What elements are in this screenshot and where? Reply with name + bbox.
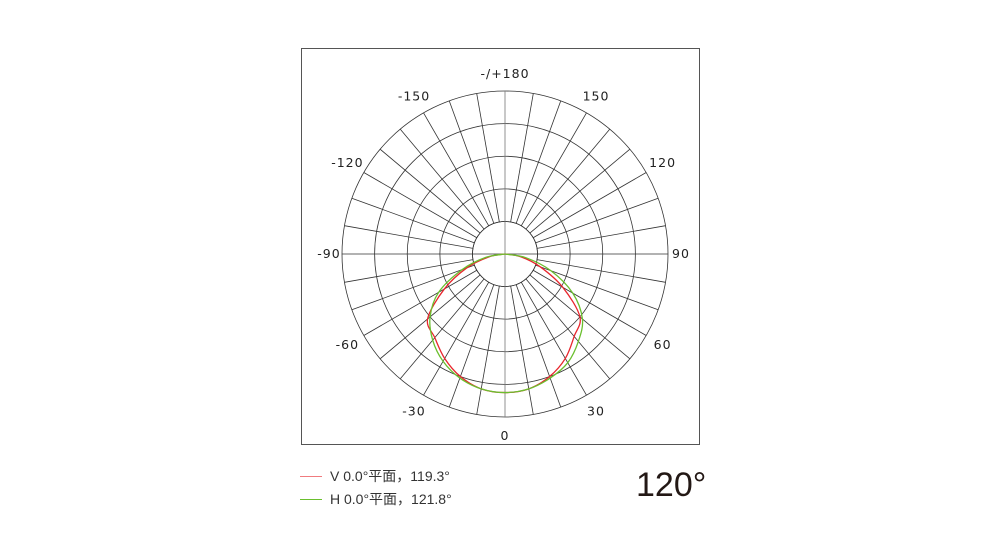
grid-spoke bbox=[363, 172, 478, 239]
legend-label-h: H 0.0°平面，121.8° bbox=[330, 491, 452, 507]
grid-spoke bbox=[344, 259, 474, 283]
angle-tick-label: -90 bbox=[317, 246, 340, 261]
grid-spoke bbox=[520, 112, 587, 227]
legend-item-v: V 0.0°平面，119.3° bbox=[300, 466, 450, 486]
grid-spoke bbox=[423, 112, 490, 227]
grid-spoke bbox=[532, 269, 647, 336]
grid-spoke bbox=[536, 225, 666, 249]
grid-spoke bbox=[448, 100, 495, 224]
angle-tick-label: 60 bbox=[654, 337, 672, 352]
angle-tick-label: -30 bbox=[402, 404, 425, 419]
legend-label-v: V 0.0°平面，119.3° bbox=[330, 468, 450, 484]
grid-spoke bbox=[525, 128, 611, 230]
grid-spoke bbox=[535, 264, 659, 311]
grid-spoke bbox=[510, 285, 534, 415]
series-curve-v bbox=[426, 253, 581, 394]
angle-tick-label: 150 bbox=[583, 88, 610, 103]
grid-spoke bbox=[520, 281, 587, 396]
grid-spoke bbox=[515, 284, 562, 408]
grid-spoke bbox=[532, 172, 647, 239]
legend-line-h bbox=[300, 498, 322, 500]
angle-tick-label: 90 bbox=[672, 246, 690, 261]
beam-angle: 120° bbox=[636, 466, 707, 504]
chart-frame bbox=[301, 48, 700, 445]
grid-spoke bbox=[448, 284, 495, 408]
grid-spoke bbox=[510, 93, 534, 223]
angle-tick-label: 30 bbox=[587, 404, 605, 419]
angle-tick-label: 120 bbox=[649, 155, 676, 170]
legend-line-v bbox=[300, 475, 322, 477]
grid-spoke bbox=[423, 281, 490, 396]
angle-tick-label: 0 bbox=[501, 428, 510, 443]
grid-spoke bbox=[515, 100, 562, 224]
grid-spoke bbox=[363, 269, 478, 336]
grid-spoke bbox=[535, 197, 659, 244]
grid-spoke bbox=[536, 259, 666, 283]
grid-spoke bbox=[476, 285, 500, 415]
grid-spoke bbox=[525, 278, 611, 380]
grid-spoke bbox=[476, 93, 500, 223]
grid-spoke bbox=[399, 128, 485, 230]
legend-item-h: H 0.0°平面，121.8° bbox=[300, 489, 452, 509]
grid-spoke bbox=[379, 148, 481, 234]
grid-spoke bbox=[529, 148, 631, 234]
angle-tick-label: -150 bbox=[398, 88, 430, 103]
series-curve-h bbox=[429, 253, 584, 394]
angle-tick-label: -/+180 bbox=[480, 66, 529, 81]
grid-spoke bbox=[351, 197, 475, 244]
grid-spoke bbox=[351, 264, 475, 311]
angle-tick-label: -120 bbox=[331, 155, 363, 170]
grid-spoke bbox=[344, 225, 474, 249]
angle-tick-label: -60 bbox=[336, 337, 359, 352]
grid-spoke bbox=[399, 278, 485, 380]
